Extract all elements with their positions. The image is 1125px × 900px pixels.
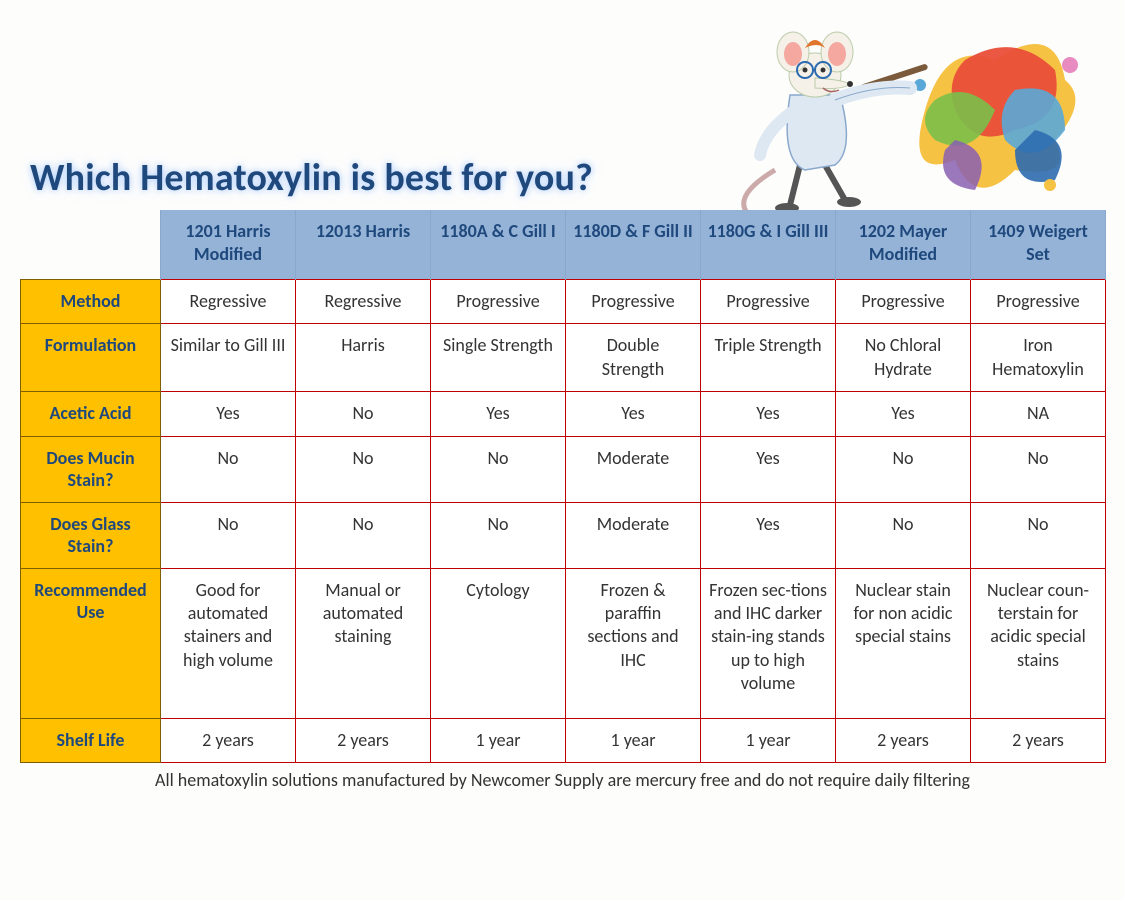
cell: No [161,502,296,568]
cell: 2 years [296,718,431,762]
col-header: 1201 Harris Modified [161,210,296,280]
table-row: Formulation Similar to Gill III Harris S… [21,324,1106,392]
col-header: 1202 Mayer Modified [836,210,971,280]
cell: Progressive [836,280,971,324]
cell: Progressive [566,280,701,324]
mascot-illustration [685,10,1085,210]
cell: 1 year [701,718,836,762]
cell: No [971,502,1106,568]
table-row: Recommended Use Good for automated stain… [21,568,1106,718]
col-header: 12013 Harris [296,210,431,280]
cell: Good for automated stainers and high vol… [161,568,296,718]
col-header: 1180A & C Gill I [431,210,566,280]
comparison-table-wrap: 1201 Harris Modified 12013 Harris 1180A … [20,210,1105,791]
column-header-row: 1201 Harris Modified 12013 Harris 1180A … [21,210,1106,280]
cell: Nuclear coun-terstain for acidic special… [971,568,1106,718]
cell: No [296,502,431,568]
cell: Moderate [566,436,701,502]
cell: Yes [701,502,836,568]
row-header: Does Mucin Stain? [21,436,161,502]
table-row: Does Glass Stain? No No No Moderate Yes … [21,502,1106,568]
cell: 2 years [971,718,1106,762]
cell: No [161,436,296,502]
row-header: Method [21,280,161,324]
cell: Regressive [161,280,296,324]
cell: Yes [701,436,836,502]
cell: Double Strength [566,324,701,392]
cell: NA [971,392,1106,436]
page: Which Hematoxylin is best for you? [0,0,1125,900]
cell: Progressive [701,280,836,324]
col-header: 1409 Weigert Set [971,210,1106,280]
cell: Yes [161,392,296,436]
table-row: Acetic Acid Yes No Yes Yes Yes Yes NA [21,392,1106,436]
cell: Cytology [431,568,566,718]
cell: Progressive [431,280,566,324]
cell: Yes [836,392,971,436]
cell: Progressive [971,280,1106,324]
cell: Yes [701,392,836,436]
row-header: Shelf Life [21,718,161,762]
cell: No [431,502,566,568]
row-header: Recommended Use [21,568,161,718]
comparison-table: 1201 Harris Modified 12013 Harris 1180A … [20,210,1106,763]
cell: Moderate [566,502,701,568]
cell: Manual or automated staining [296,568,431,718]
cell: No [296,392,431,436]
table-body: Method Regressive Regressive Progressive… [21,280,1106,763]
cell: No [296,436,431,502]
cell: Similar to Gill III [161,324,296,392]
cell: Nuclear stain for non acidic special sta… [836,568,971,718]
col-header: 1180D & F Gill II [566,210,701,280]
cell: 1 year [566,718,701,762]
cell: Triple Strength [701,324,836,392]
cell: Harris [296,324,431,392]
table-row: Does Mucin Stain? No No No Moderate Yes … [21,436,1106,502]
cell: No [836,502,971,568]
corner-cell [21,210,161,280]
cell: No Chloral Hydrate [836,324,971,392]
cell: No [431,436,566,502]
cell: Iron Hematoxylin [971,324,1106,392]
row-header: Formulation [21,324,161,392]
cell: 1 year [431,718,566,762]
table-row: Method Regressive Regressive Progressive… [21,280,1106,324]
footnote: All hematoxylin solutions manufactured b… [20,769,1105,791]
col-header: 1180G & I Gill III [701,210,836,280]
cell: Frozen sec-tions and IHC darker stain-in… [701,568,836,718]
row-header: Does Glass Stain? [21,502,161,568]
page-title: Which Hematoxylin is best for you? [30,155,593,201]
cell: Yes [566,392,701,436]
cell: 2 years [836,718,971,762]
table-row: Shelf Life 2 years 2 years 1 year 1 year… [21,718,1106,762]
cell: No [971,436,1106,502]
cell: 2 years [161,718,296,762]
cell: No [836,436,971,502]
cell: Single Strength [431,324,566,392]
row-header: Acetic Acid [21,392,161,436]
cell: Frozen & paraffin sections and IHC [566,568,701,718]
cell: Regressive [296,280,431,324]
cell: Yes [431,392,566,436]
